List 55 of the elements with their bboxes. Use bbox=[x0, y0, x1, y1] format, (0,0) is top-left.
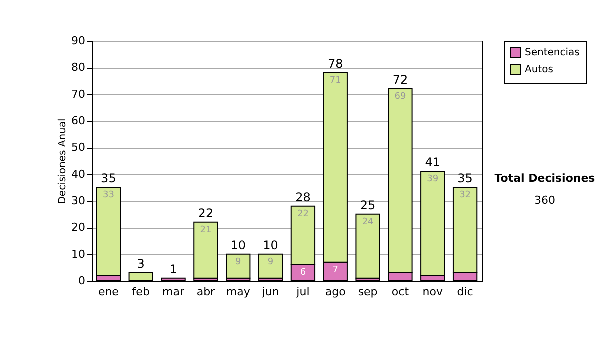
x-tick-label: ago bbox=[325, 286, 346, 298]
total-label: 1 bbox=[170, 262, 178, 276]
total-label: 72 bbox=[392, 73, 408, 87]
text: Total Decisiones bbox=[494, 172, 596, 185]
total-label: 28 bbox=[296, 190, 311, 204]
bar bbox=[356, 214, 380, 279]
data-label: 24 bbox=[362, 217, 374, 228]
x-tick-label: oct bbox=[392, 286, 410, 298]
bar bbox=[194, 222, 218, 279]
x-tick-label: feb bbox=[132, 286, 150, 298]
x-tick-label: jul bbox=[296, 286, 310, 298]
x-tick-label: abr bbox=[196, 286, 216, 298]
total-label: 25 bbox=[360, 198, 376, 212]
total-label: 10 bbox=[263, 238, 278, 252]
data-label: 71 bbox=[330, 76, 342, 86]
y-tick-label: 70 bbox=[72, 88, 86, 101]
data-label: 22 bbox=[297, 209, 309, 220]
y-tick-label: 40 bbox=[72, 168, 86, 181]
x-tick-label: ene bbox=[98, 286, 120, 298]
y-tick-label: 90 bbox=[72, 34, 86, 48]
data-label: 39 bbox=[427, 174, 439, 185]
y-tick-label: 60 bbox=[72, 114, 86, 128]
total-label: 10 bbox=[230, 238, 246, 252]
data-label: 21 bbox=[200, 225, 212, 236]
data-label: 32 bbox=[460, 190, 472, 201]
data-label: 33 bbox=[102, 190, 114, 201]
data-label: 9 bbox=[268, 257, 274, 268]
text: 360 bbox=[534, 194, 556, 207]
data-label: 6 bbox=[300, 268, 306, 278]
y-axis-title: Decisiones Anual bbox=[58, 118, 69, 204]
legend-label: Sentencias bbox=[525, 48, 580, 58]
x-tick-label: jun bbox=[261, 286, 280, 298]
data-label: 69 bbox=[394, 92, 406, 102]
total-label: 22 bbox=[198, 206, 214, 220]
y-tick-label: 10 bbox=[72, 248, 86, 261]
bar bbox=[226, 254, 251, 279]
legend-label: Autos bbox=[525, 64, 554, 76]
y-tick-label: 30 bbox=[72, 194, 86, 208]
bar bbox=[258, 254, 284, 279]
total-label: 35 bbox=[458, 172, 473, 186]
total-label: 78 bbox=[328, 57, 344, 71]
total-label: 41 bbox=[425, 156, 441, 170]
y-tick-label: 20 bbox=[72, 221, 86, 234]
y-tick-label: 0 bbox=[78, 274, 86, 288]
total-label: 35 bbox=[101, 172, 116, 186]
data-label: 9 bbox=[236, 257, 242, 268]
y-tick-label: 80 bbox=[72, 61, 86, 74]
x-tick-label: nov bbox=[422, 286, 444, 298]
x-tick-label: may bbox=[226, 286, 251, 298]
total-label: 3 bbox=[137, 257, 145, 271]
x-tick-label: mar bbox=[162, 286, 185, 298]
y-tick-label: 50 bbox=[72, 141, 86, 154]
x-tick-label: dic bbox=[457, 286, 474, 298]
data-label: 7 bbox=[332, 265, 338, 276]
x-tick-label: sep bbox=[358, 286, 378, 298]
